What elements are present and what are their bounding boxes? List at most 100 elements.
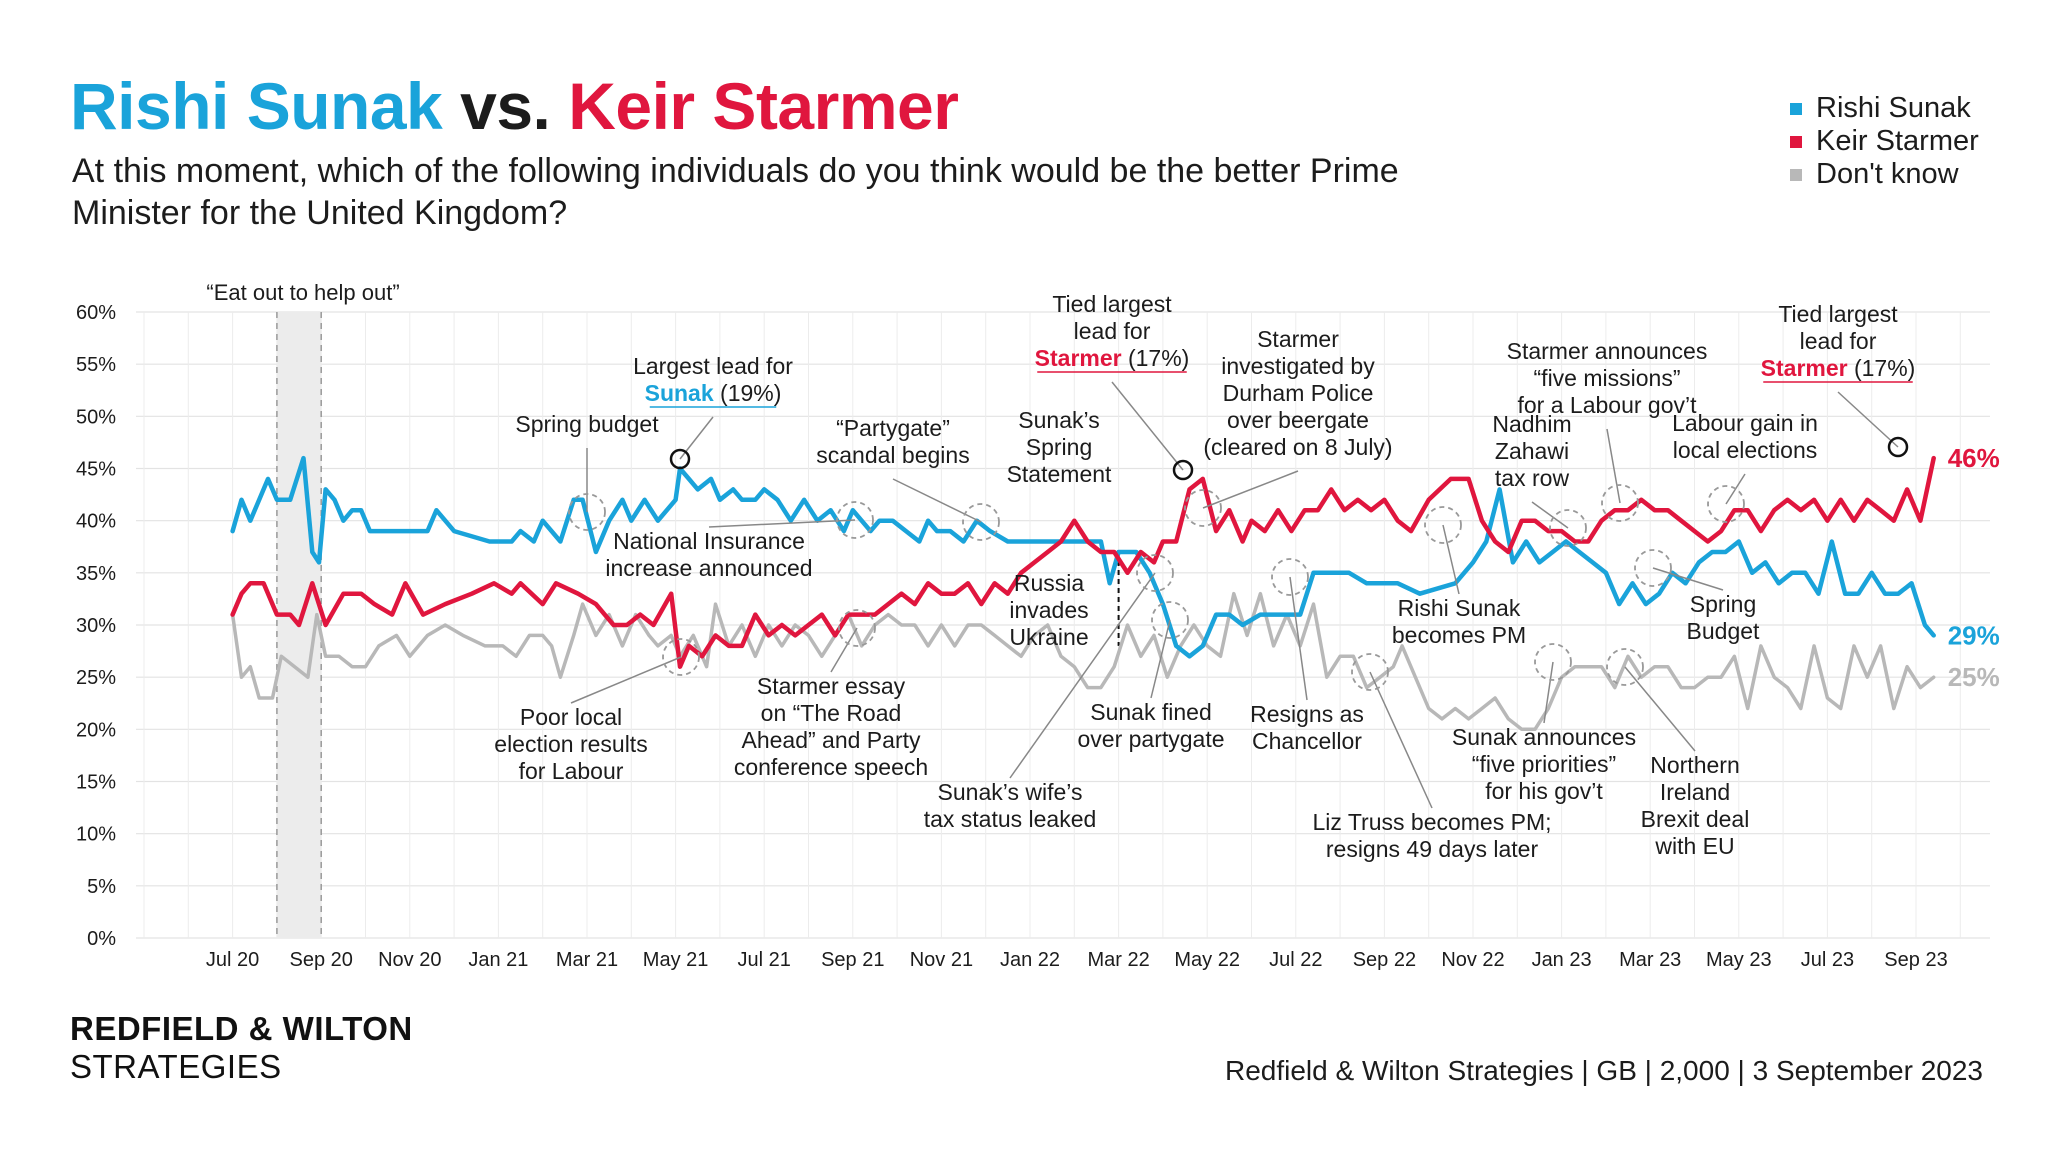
annotation-leader: [1531, 501, 1569, 529]
annotation-text: Russia: [1014, 570, 1085, 596]
annotation-text: (cleared on 8 July): [1203, 434, 1392, 460]
annotation-text: lead for: [1074, 318, 1151, 344]
legend-item-sunak: Rishi Sunak: [1790, 92, 1979, 125]
y-tick-label: 55%: [76, 354, 116, 376]
x-tick-label: Sep 22: [1353, 949, 1416, 971]
annotation-text: for his gov’t: [1485, 778, 1603, 804]
x-tick-label: Jan 21: [468, 949, 528, 971]
annotation-text: Largest lead for: [633, 353, 793, 379]
annotation-leader: [1606, 428, 1621, 504]
y-tick-label: 50%: [76, 406, 116, 428]
y-tick-label: 0%: [87, 928, 116, 950]
annotation-leader: [1289, 576, 1308, 701]
x-tick-label: Nov 20: [378, 949, 441, 971]
annotation-text: Spring: [1026, 434, 1092, 460]
annotation-marker: [1351, 653, 1389, 691]
annotation-text: Budget: [1687, 618, 1761, 644]
y-tick-label: 25%: [76, 667, 116, 689]
annotation: “Partygate”scandal begins: [816, 415, 1000, 541]
series-end-label: 46%: [1948, 443, 2000, 473]
annotation-marker: [1424, 506, 1462, 544]
annotation-leader: [830, 627, 858, 673]
annotation-text: Chancellor: [1252, 728, 1362, 754]
series-line-don-t-know: [230, 591, 1936, 732]
annotation-text: Sunak announces: [1452, 724, 1636, 750]
x-tick-label: Jan 23: [1532, 949, 1592, 971]
series-line-keir-starmer: [230, 455, 1936, 669]
annotation-marker: [1271, 558, 1309, 596]
annotation: Starmer announces“five missions”for a La…: [1507, 338, 1707, 522]
annotation-text: Ireland: [1660, 779, 1730, 805]
annotation: Liz Truss becomes PM;resigns 49 days lat…: [1312, 653, 1552, 862]
annotation-leader: [1543, 661, 1554, 724]
annotation-text: Tied largest: [1778, 301, 1898, 327]
y-tick-label: 35%: [76, 563, 116, 585]
legend: Rishi Sunak Keir Starmer Don't know: [1790, 92, 1979, 191]
annotation-text: Spring budget: [515, 411, 659, 437]
annotation-marker: [1184, 489, 1222, 527]
legend-swatch-sunak: [1790, 102, 1802, 115]
annotation-leader: [892, 478, 982, 523]
annotation-text: Sunak (19%): [645, 380, 782, 406]
x-tick-label: Jul 23: [1801, 949, 1854, 971]
annotation-leader: [1202, 470, 1299, 509]
annotation-leader: [570, 656, 682, 704]
annotation-text: Sunak’s: [1018, 407, 1099, 433]
annotation-marker: [1601, 484, 1639, 522]
annotation-text: Sunak fined: [1090, 699, 1211, 725]
annotation-text: becomes PM: [1392, 622, 1526, 648]
x-tick-label: Mar 23: [1619, 949, 1681, 971]
annotation-text: increase announced: [605, 555, 812, 581]
annotation-text: Northern: [1650, 752, 1739, 778]
legend-label-dontknow: Don't know: [1816, 158, 1959, 190]
annotation-marker: [836, 501, 874, 539]
annotation-text: with EU: [1654, 833, 1734, 859]
chart-title: Rishi Sunak vs. Keir Starmer: [70, 68, 959, 144]
annotation-text: local elections: [1673, 437, 1817, 463]
annotation-leader: [1009, 572, 1156, 779]
legend-item-starmer: Keir Starmer: [1790, 125, 1979, 158]
annotation-text: tax row: [1495, 465, 1570, 491]
title-sunak: Rishi Sunak: [70, 69, 443, 143]
brand-subname: STRATEGIES: [70, 1048, 282, 1085]
annotation-marker: [1707, 485, 1745, 523]
legend-swatch-dontknow: [1790, 168, 1802, 181]
annotation: Sunak announces“five priorities”for his …: [1452, 643, 1636, 804]
legend-label-starmer: Keir Starmer: [1816, 125, 1979, 157]
annotation-text: Nadhim: [1492, 411, 1571, 437]
annotation-text: tax status leaked: [924, 806, 1097, 832]
y-tick-label: 30%: [76, 615, 116, 637]
legend-label-sunak: Rishi Sunak: [1816, 92, 1971, 124]
annotation-text: invades: [1009, 597, 1088, 623]
brand-name: REDFIELD & WILTON: [70, 1010, 413, 1047]
annotation-marker: [662, 638, 700, 676]
annotation-leader: [1624, 666, 1696, 752]
y-tick-label: 20%: [76, 719, 116, 741]
x-tick-label: Sep 21: [821, 949, 884, 971]
annotation-text: “five priorities”: [1472, 751, 1616, 777]
x-tick-label: Jul 21: [738, 949, 791, 971]
y-tick-label: 60%: [76, 302, 116, 324]
annotation-text: lead for: [1800, 328, 1877, 354]
x-tick-label: Mar 22: [1087, 949, 1149, 971]
annotation: Spring budget: [515, 411, 659, 531]
annotation-text: Spring: [1690, 591, 1756, 617]
annotation-marker: [1549, 509, 1587, 547]
y-tick-label: 15%: [76, 772, 116, 794]
annotation-marker: [1136, 554, 1174, 592]
y-tick-label: 5%: [87, 876, 116, 898]
annotation-text: scandal begins: [816, 442, 969, 468]
series-line-rishi-sunak: [230, 455, 1936, 659]
y-tick-label: 40%: [76, 511, 116, 533]
